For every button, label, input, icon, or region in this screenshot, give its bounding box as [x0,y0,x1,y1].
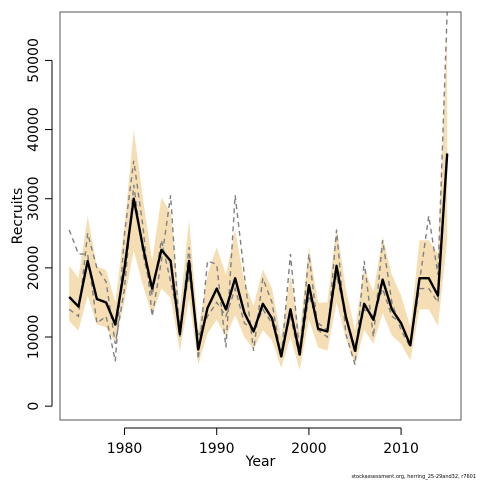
x-tick-label: 1990 [199,441,235,457]
y-tick-label: 0 [26,402,42,411]
recruits-estimate-line [68,153,449,358]
confidence-band [69,32,448,371]
series-lines-layer [68,11,449,365]
y-tick-label: 40000 [26,107,42,152]
x-tick-label: 2000 [291,441,327,457]
y-tick-label: 50000 [26,38,42,83]
x-tick-label: 1980 [107,441,143,457]
confidence-band-layer [69,32,448,371]
y-tick-label: 10000 [26,315,42,360]
y-tick-label: 20000 [26,246,42,291]
x-tick-label: 2010 [383,441,419,457]
x-axis-title: Year [245,454,276,470]
plot-frame [59,11,462,421]
y-axis: 0 10000 20000 30000 40000 50000 [26,38,53,411]
source-credit: stockassessment.org, herring_25-29and32,… [351,474,476,480]
y-tick-label: 30000 [26,176,42,221]
x-axis: 1980 1990 2000 2010 [107,427,419,457]
y-axis-title: Recruits [10,188,26,245]
